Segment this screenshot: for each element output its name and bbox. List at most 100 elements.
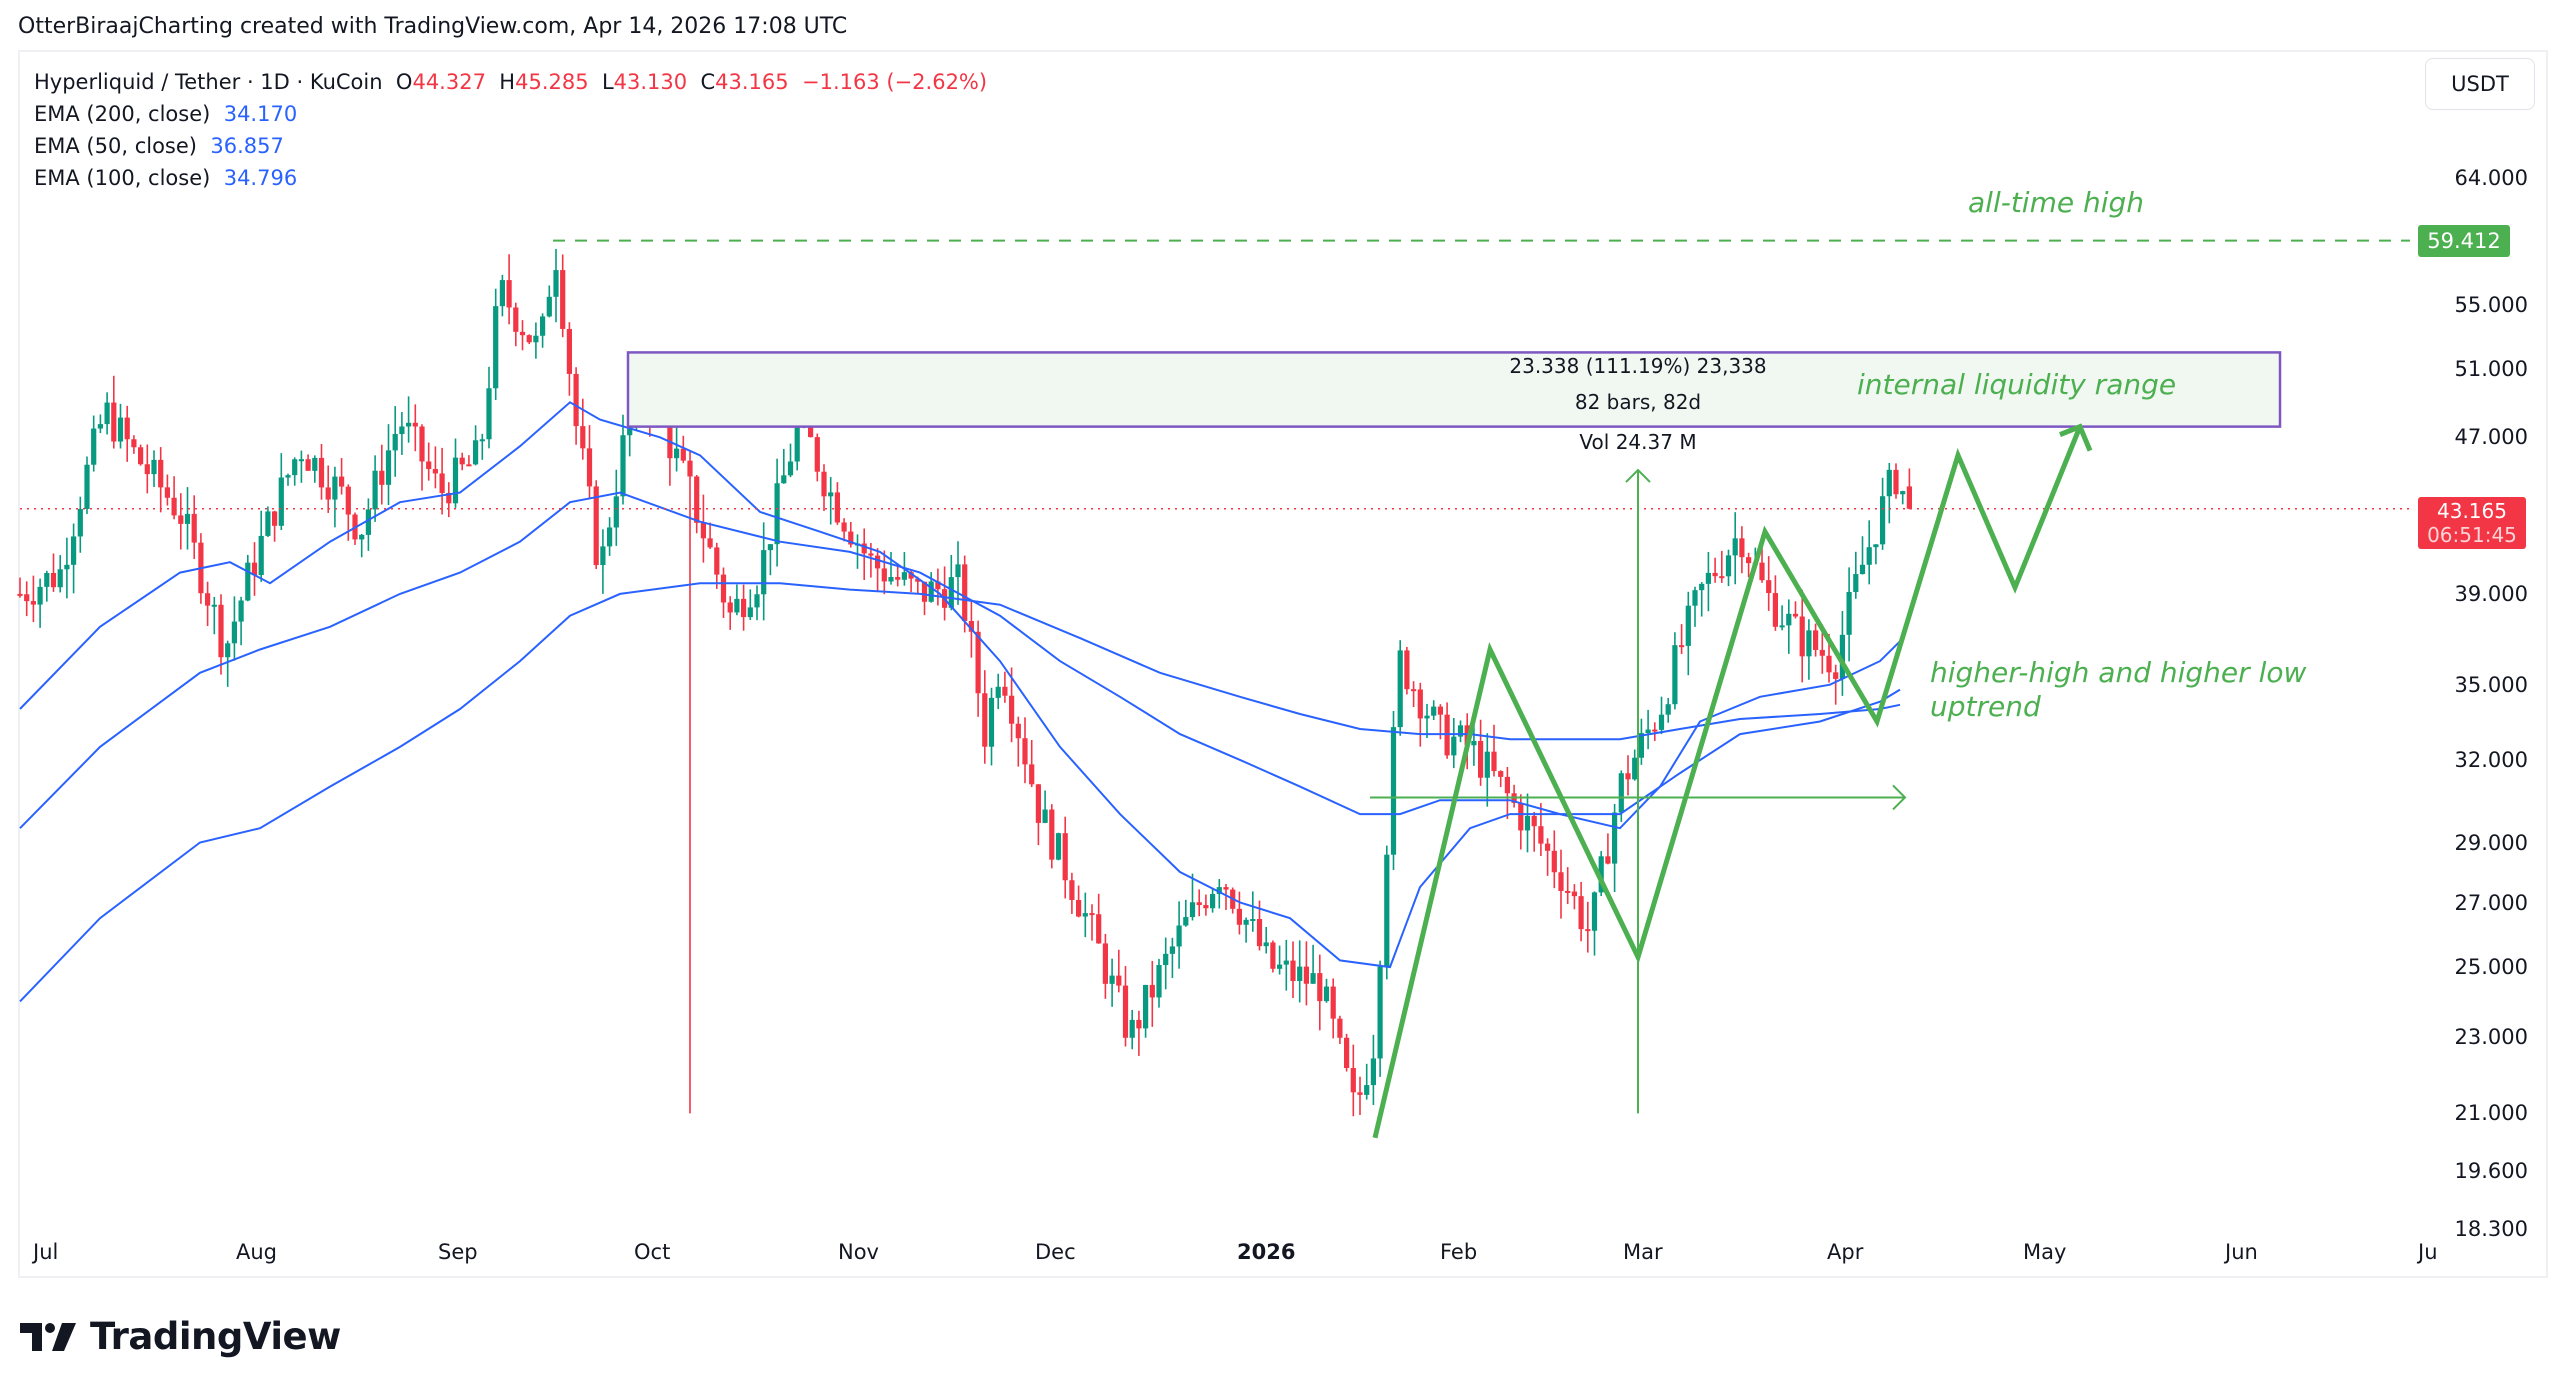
candle-up[interactable] [292, 459, 298, 476]
candle-down[interactable] [1076, 899, 1082, 917]
candle-up[interactable] [1263, 942, 1269, 947]
candle-down[interactable] [205, 593, 211, 606]
candle-up[interactable] [91, 428, 97, 465]
candle-down[interactable] [111, 402, 117, 442]
candle-up[interactable] [332, 476, 338, 500]
candle-up[interactable] [406, 422, 412, 427]
candle-down[interactable] [982, 693, 988, 747]
candle-down[interactable] [251, 562, 258, 576]
candle-down[interactable] [1022, 738, 1028, 765]
candle-up[interactable] [285, 475, 291, 478]
candle-up[interactable] [71, 536, 77, 565]
candle-up[interactable] [225, 643, 231, 658]
candle-down[interactable] [1565, 890, 1571, 893]
candle-up[interactable] [1377, 966, 1383, 1059]
candle-down[interactable] [1478, 740, 1484, 778]
candle-up[interactable] [372, 470, 378, 510]
indicator-ema-100[interactable]: EMA (100, close) 34.796 [34, 166, 298, 190]
candle-down[interactable] [680, 448, 686, 461]
candle-down[interactable] [1236, 908, 1242, 925]
candle-up[interactable] [104, 402, 110, 425]
candle-up[interactable] [231, 621, 237, 644]
indicator-ema-50[interactable]: EMA (50, close) 36.857 [34, 134, 284, 158]
candle-up[interactable] [245, 562, 251, 601]
candle-up[interactable] [1859, 564, 1866, 575]
candle-up[interactable] [1886, 469, 1892, 497]
candle-up[interactable] [1210, 894, 1216, 909]
candle-up[interactable] [1143, 984, 1149, 1029]
candle-up[interactable] [184, 513, 191, 524]
candle-up[interactable] [1873, 544, 1879, 548]
candle-up[interactable] [1457, 725, 1464, 737]
candle-down[interactable] [1491, 751, 1497, 772]
candle-down[interactable] [1069, 880, 1075, 900]
candle-up[interactable] [1672, 645, 1678, 705]
candle-up[interactable] [1779, 625, 1785, 628]
candle-up[interactable] [620, 435, 626, 497]
candle-down[interactable] [1585, 929, 1591, 932]
candle-up[interactable] [540, 316, 546, 336]
candle-down[interactable] [1571, 891, 1577, 897]
candle-down[interactable] [305, 459, 311, 471]
candle-down[interactable] [1256, 918, 1263, 947]
candle-down[interactable] [519, 331, 526, 336]
candle-up[interactable] [948, 577, 954, 608]
time-axis[interactable]: Jul Aug Sep Oct Nov Dec 2026 Feb Mar Apr May Jun Ju [18, 1236, 2548, 1276]
candle-down[interactable] [1062, 833, 1068, 881]
candle-up[interactable] [84, 464, 90, 509]
candle-up[interactable] [1431, 706, 1437, 716]
candle-up[interactable] [888, 577, 894, 582]
candle-up[interactable] [828, 492, 834, 497]
candle-down[interactable] [915, 578, 921, 582]
candle-down[interactable] [171, 497, 177, 516]
candle-up[interactable] [1692, 590, 1698, 606]
candle-down[interactable] [50, 572, 57, 588]
candle-down[interactable] [694, 476, 700, 523]
candle-down[interactable] [1404, 650, 1410, 690]
candle-up[interactable] [774, 483, 780, 545]
candle-up[interactable] [64, 564, 70, 570]
candle-up[interactable] [607, 527, 613, 547]
candle-down[interactable] [881, 568, 887, 582]
candle-up[interactable] [1866, 547, 1872, 565]
candle-up[interactable] [995, 686, 1001, 698]
candle-up[interactable] [1618, 773, 1624, 813]
candle-up[interactable] [1129, 1019, 1135, 1038]
candle-up[interactable] [1424, 715, 1430, 719]
candle-up[interactable] [1176, 925, 1182, 947]
candle-up[interactable] [1705, 572, 1711, 584]
candle-down[interactable] [1551, 850, 1557, 873]
candle-down[interactable] [821, 471, 827, 497]
candle-down[interactable] [17, 593, 23, 596]
candle-down[interactable] [1089, 913, 1095, 916]
candle-up[interactable] [1638, 733, 1644, 758]
candle-up[interactable] [1900, 491, 1906, 495]
candle-down[interactable] [814, 437, 820, 472]
candle-up[interactable] [1806, 630, 1812, 657]
candle-down[interactable] [1002, 686, 1008, 696]
candle-down[interactable] [1498, 771, 1504, 777]
candle-up[interactable] [312, 457, 318, 471]
candle-down[interactable] [124, 417, 130, 440]
candle-up[interactable] [613, 496, 619, 528]
candle-down[interactable] [1102, 943, 1108, 984]
annotation-higher-high[interactable]: higher-high and higher low [1930, 656, 2307, 689]
candle-down[interactable] [935, 581, 941, 590]
candle-down[interactable] [1772, 593, 1778, 627]
candle-down[interactable] [526, 335, 532, 343]
candle-down[interactable] [1545, 843, 1551, 851]
candle-up[interactable] [901, 572, 907, 580]
candle-down[interactable] [667, 422, 673, 459]
candle-down[interactable] [1578, 896, 1584, 930]
candle-up[interactable] [473, 440, 479, 465]
candle-up[interactable] [278, 477, 284, 526]
candle-up[interactable] [1598, 856, 1604, 893]
candle-down[interactable] [426, 461, 432, 470]
candle-up[interactable] [151, 459, 157, 475]
candle-up[interactable] [117, 417, 124, 442]
candle-down[interactable] [1303, 966, 1309, 984]
candle-down[interactable] [1833, 672, 1839, 679]
candle-down[interactable] [432, 469, 438, 474]
candle-up[interactable] [1283, 960, 1289, 965]
candle-down[interactable] [1223, 887, 1229, 890]
